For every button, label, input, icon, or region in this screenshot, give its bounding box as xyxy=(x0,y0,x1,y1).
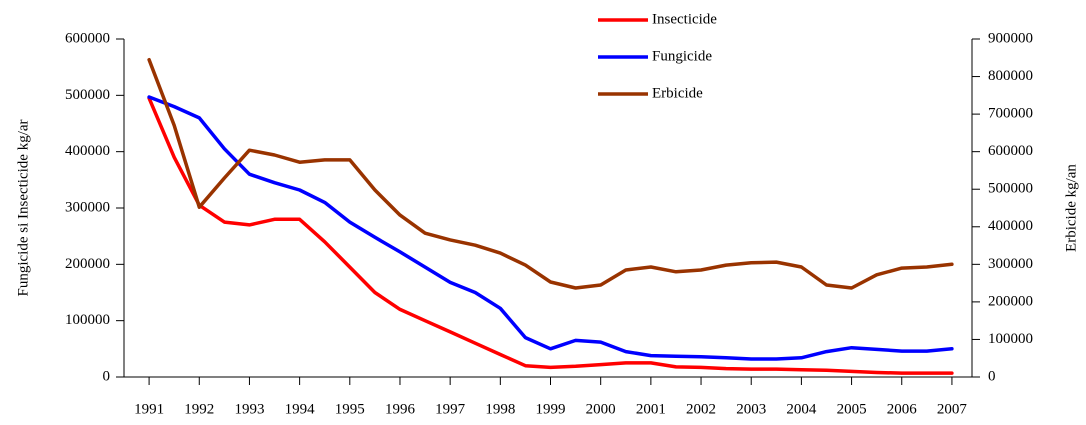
x-tick-label: 1993 xyxy=(234,401,264,417)
series-line xyxy=(147,95,954,361)
y2-tick-label: 100000 xyxy=(988,331,1033,347)
y-tick-label: 500000 xyxy=(65,87,110,103)
x-tick-label: 2007 xyxy=(937,401,968,417)
y2-tick-label: 600000 xyxy=(988,143,1033,159)
x-tick-label: 2006 xyxy=(887,401,918,417)
x-tick-label: 1999 xyxy=(536,401,566,417)
y2-tick-label: 500000 xyxy=(988,181,1033,197)
x-tick-label: 2004 xyxy=(786,401,817,417)
y-tick-label: 100000 xyxy=(65,312,110,328)
x-tick-label: 2002 xyxy=(686,401,716,417)
y2-tick-label: 300000 xyxy=(988,256,1033,272)
x-tick-label: 1998 xyxy=(485,401,515,417)
y2-tick-label: 0 xyxy=(988,368,996,384)
legend-label: Insecticide xyxy=(652,11,717,27)
series-line xyxy=(147,57,954,290)
x-tick-label: 2005 xyxy=(837,401,867,417)
x-tick-label: 1992 xyxy=(184,401,214,417)
y2-tick-label: 400000 xyxy=(988,218,1033,234)
y2-tick-label: 900000 xyxy=(988,30,1033,46)
x-tick-label: 2001 xyxy=(636,401,666,417)
x-tick-label: 1995 xyxy=(335,401,365,417)
x-tick-label: 1991 xyxy=(134,401,164,417)
y-tick-label: 200000 xyxy=(65,256,110,272)
x-tick-label: 1996 xyxy=(385,401,416,417)
y-tick-label: 400000 xyxy=(65,143,110,159)
y-tick-label: 600000 xyxy=(65,30,110,46)
y-axis-title: Fungicide si Insecticide kg/ar xyxy=(15,119,31,296)
y2-tick-label: 200000 xyxy=(988,293,1033,309)
x-tick-label: 2003 xyxy=(736,401,766,417)
legend-label: Fungicide xyxy=(652,48,712,64)
x-tick-label: 2000 xyxy=(586,401,616,417)
legend-label: Erbicide xyxy=(652,85,703,101)
y-tick-label: 300000 xyxy=(65,199,110,215)
y-tick-label: 0 xyxy=(103,368,111,384)
x-tick-label: 1997 xyxy=(435,401,466,417)
series-line xyxy=(147,96,954,375)
y2-tick-label: 800000 xyxy=(988,68,1033,84)
y2-tick-label: 700000 xyxy=(988,106,1033,122)
y2-axis-title: Erbicide kg/an xyxy=(1063,164,1079,252)
x-tick-label: 1994 xyxy=(285,401,316,417)
